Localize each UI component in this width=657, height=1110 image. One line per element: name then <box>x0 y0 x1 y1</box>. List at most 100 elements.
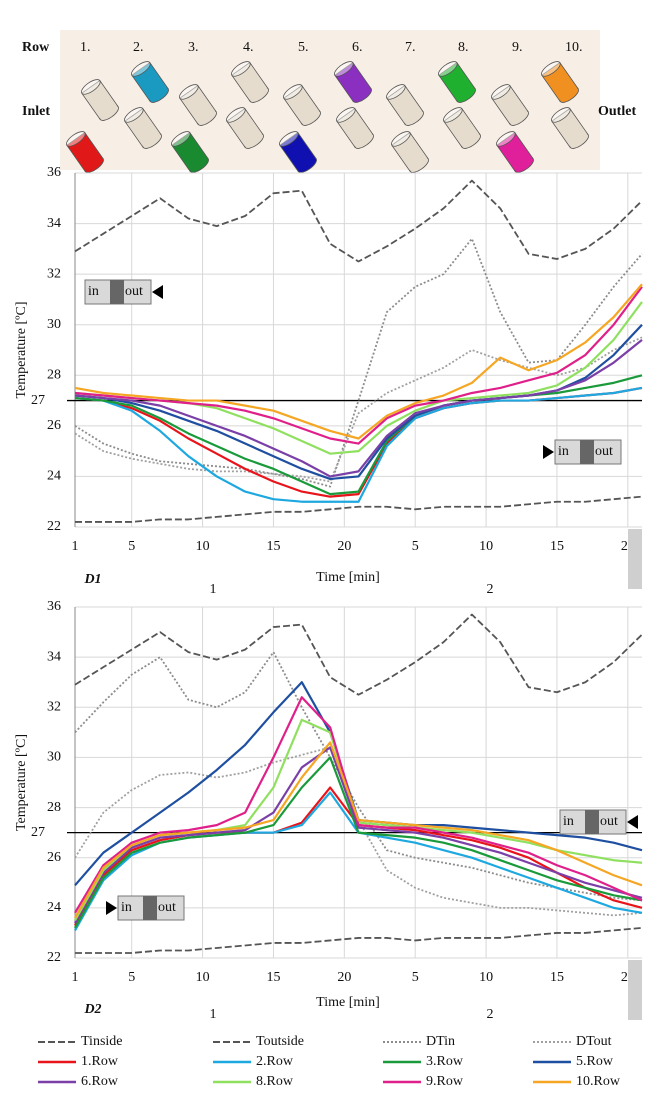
inlet-label: Inlet <box>22 104 50 119</box>
x-tick-label: 1 <box>72 539 79 554</box>
y-tick-label: 28 <box>47 800 61 815</box>
cylinder-fill <box>439 63 475 101</box>
series-line <box>74 746 643 924</box>
series-line <box>74 339 643 478</box>
y-axis-label: Temperature [ºC] <box>14 734 29 831</box>
x-tick-label: 10 <box>479 539 493 554</box>
cylinder <box>541 61 579 103</box>
scroll-bar <box>628 960 642 1020</box>
x-axis-label: Time [min] <box>316 995 380 1010</box>
row-number: 5. <box>298 40 309 55</box>
x-tick-label: 5 <box>412 970 419 985</box>
cylinder <box>336 107 374 149</box>
cylinder <box>279 131 317 173</box>
cylinder-fill <box>444 109 480 147</box>
flow-box-core <box>110 280 124 304</box>
row-number: 8. <box>458 40 469 55</box>
flow-out: out <box>125 284 143 299</box>
x-tick-label: 10 <box>196 539 210 554</box>
legend-label: DTout <box>576 1034 612 1049</box>
cylinder-fill <box>67 133 103 171</box>
cylinder-fill <box>492 86 528 124</box>
period-label: 2 <box>487 582 494 597</box>
cylinder-fill <box>280 133 316 171</box>
row-number: 9. <box>512 40 523 55</box>
row-number: 7. <box>405 40 416 55</box>
plot-area <box>75 173 642 527</box>
flow-box-core <box>143 896 157 920</box>
reference-label: 27 <box>31 825 45 840</box>
flow-box-core <box>580 440 594 464</box>
y-tick-label: 22 <box>47 519 61 534</box>
legend-label: 1.Row <box>81 1054 119 1069</box>
panel-label: D1 <box>83 572 101 587</box>
cylinder-fill <box>284 86 320 124</box>
scroll-bar <box>628 529 642 589</box>
row-number: 10. <box>565 40 583 55</box>
cylinder <box>179 84 217 126</box>
cylinder-top <box>124 107 144 123</box>
x-tick-label: 15 <box>266 539 280 554</box>
series-line <box>74 756 643 929</box>
flow-arrow <box>543 445 554 459</box>
cylinder <box>391 131 429 173</box>
series-line <box>74 179 643 263</box>
y-tick-label: 34 <box>47 216 61 231</box>
x-tick-label: 20 <box>337 539 351 554</box>
cylinder <box>81 79 119 121</box>
cylinder-fill <box>82 81 118 119</box>
y-tick-label: 26 <box>47 418 61 433</box>
flow-out: out <box>595 444 613 459</box>
cylinder <box>226 107 264 149</box>
panel-label: D2 <box>83 1002 101 1017</box>
cylinder-top <box>391 131 411 147</box>
cylinder-top <box>443 107 463 123</box>
cylinder <box>124 107 162 149</box>
series-line <box>74 386 643 503</box>
cylinder-top <box>66 131 86 147</box>
x-tick-label: 1 <box>72 970 79 985</box>
row-label: Row <box>22 40 50 55</box>
flow-out: out <box>158 900 176 915</box>
flow-in: in <box>558 444 569 459</box>
x-axis-label: Time [min] <box>316 570 380 585</box>
reference-label: 27 <box>31 393 45 408</box>
y-tick-label: 34 <box>47 649 61 664</box>
cylinder <box>171 131 209 173</box>
row-number: 1. <box>80 40 91 55</box>
cylinder <box>386 84 424 126</box>
series-line <box>74 651 643 902</box>
period-label: 2 <box>487 1007 494 1022</box>
cylinder-fill <box>180 86 216 124</box>
series-line <box>75 927 643 954</box>
cylinder <box>66 131 104 173</box>
cylinder-top <box>551 107 571 123</box>
cylinder-fill <box>227 109 263 147</box>
cylinder-fill <box>387 86 423 124</box>
row-number: 3. <box>188 40 199 55</box>
x-tick-label: 20 <box>337 970 351 985</box>
legend-label: 10.Row <box>576 1074 621 1089</box>
legend-label: 6.Row <box>81 1074 119 1089</box>
cylinder-fill <box>132 63 168 101</box>
legend-label: 5.Row <box>576 1054 614 1069</box>
flow-arrow <box>152 285 163 299</box>
cylinder-top <box>171 131 191 147</box>
cylinder-fill <box>232 63 268 101</box>
x-tick-label: 5 <box>128 970 135 985</box>
y-tick-label: 22 <box>47 950 61 965</box>
x-tick-label: 10 <box>479 970 493 985</box>
x-tick-label: 10 <box>196 970 210 985</box>
series-line <box>74 746 643 917</box>
x-tick-label: 15 <box>266 970 280 985</box>
cylinder-top <box>131 61 151 77</box>
cylinder-top <box>81 79 101 95</box>
y-tick-label: 36 <box>47 165 61 180</box>
row-number: 4. <box>243 40 254 55</box>
cylinder <box>551 107 589 149</box>
cylinder-fill <box>335 63 371 101</box>
row-number: 2. <box>133 40 144 55</box>
y-tick-label: 30 <box>47 317 61 332</box>
series-line <box>74 374 643 496</box>
period-label: 1 <box>210 582 217 597</box>
